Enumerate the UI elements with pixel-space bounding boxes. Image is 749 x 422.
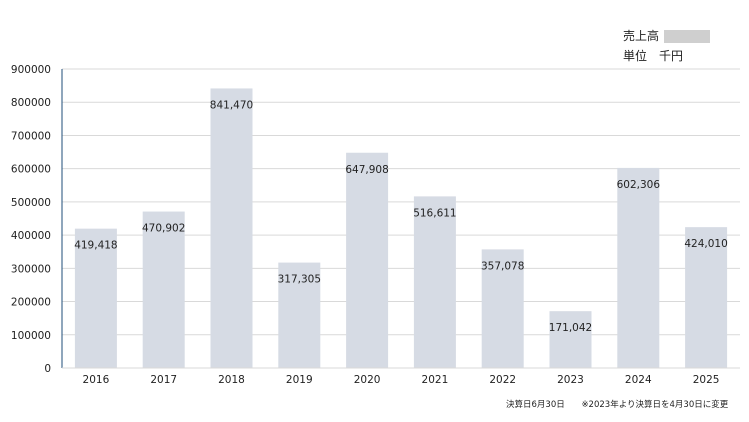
data-label: 419,418 bbox=[74, 240, 117, 252]
y-tick-label: 200000 bbox=[11, 297, 51, 309]
bar bbox=[685, 227, 728, 368]
data-label: 470,902 bbox=[142, 223, 185, 235]
y-tick-label: 300000 bbox=[11, 263, 51, 275]
x-tick-label: 2022 bbox=[489, 374, 516, 386]
data-label: 424,010 bbox=[684, 238, 727, 250]
x-tick-label: 2025 bbox=[693, 374, 720, 386]
data-label: 602,306 bbox=[617, 179, 661, 191]
x-tick-label: 2023 bbox=[557, 374, 584, 386]
bar bbox=[413, 196, 456, 368]
data-label: 357,078 bbox=[481, 260, 524, 272]
bar bbox=[142, 211, 185, 368]
y-tick-label: 0 bbox=[44, 363, 51, 375]
data-label: 516,611 bbox=[413, 207, 456, 219]
fiscal-end-note: 決算日6月30日 bbox=[506, 400, 565, 410]
data-label: 317,305 bbox=[278, 274, 321, 286]
x-tick-label: 2024 bbox=[625, 374, 652, 386]
y-tick-label: 900000 bbox=[11, 64, 51, 76]
bar bbox=[210, 88, 253, 368]
unit-label: 単位 bbox=[623, 49, 648, 63]
bar bbox=[481, 249, 524, 368]
bar bbox=[346, 152, 389, 368]
unit-value: 千円 bbox=[659, 49, 684, 63]
bars bbox=[74, 88, 728, 368]
data-label: 647,908 bbox=[345, 164, 388, 176]
legend: 売上高 単位 千円 bbox=[623, 26, 711, 66]
y-tick-label: 500000 bbox=[11, 197, 51, 209]
x-tick-label: 2020 bbox=[354, 374, 381, 386]
x-tick-label: 2017 bbox=[150, 374, 177, 386]
legend-series: 売上高 bbox=[623, 26, 711, 46]
y-tick-label: 600000 bbox=[11, 164, 51, 176]
bar bbox=[278, 262, 321, 368]
y-tick-label: 400000 bbox=[11, 230, 51, 242]
legend-swatch bbox=[664, 29, 711, 43]
x-tick-label: 2019 bbox=[286, 374, 313, 386]
x-tick-label: 2021 bbox=[422, 374, 449, 386]
data-label: 841,470 bbox=[210, 99, 253, 111]
data-label: 171,042 bbox=[549, 322, 592, 334]
legend-series-label: 売上高 bbox=[623, 29, 660, 43]
bar bbox=[617, 167, 660, 368]
y-tick-label: 100000 bbox=[11, 330, 51, 342]
legend-unit: 単位 千円 bbox=[623, 46, 710, 66]
data-labels: 419,418 470,902 841,470 317,305 647,908 516,6… bbox=[74, 99, 728, 334]
fiscal-change-note: ※2023年より決算日を4月30日に変更 bbox=[581, 400, 729, 410]
y-tick-label: 700000 bbox=[11, 130, 51, 142]
footnote: 決算日6月30日 ※2023年より決算日を4月30日に変更 bbox=[506, 398, 728, 410]
bar bbox=[74, 228, 117, 368]
x-tick-label: 2018 bbox=[218, 374, 245, 386]
axes: 0 100000 200000 300000 400000 500000 600000 700… bbox=[11, 64, 740, 386]
x-tick-label: 2016 bbox=[83, 374, 110, 386]
bar bbox=[549, 311, 592, 368]
y-tick-label: 800000 bbox=[11, 97, 51, 109]
